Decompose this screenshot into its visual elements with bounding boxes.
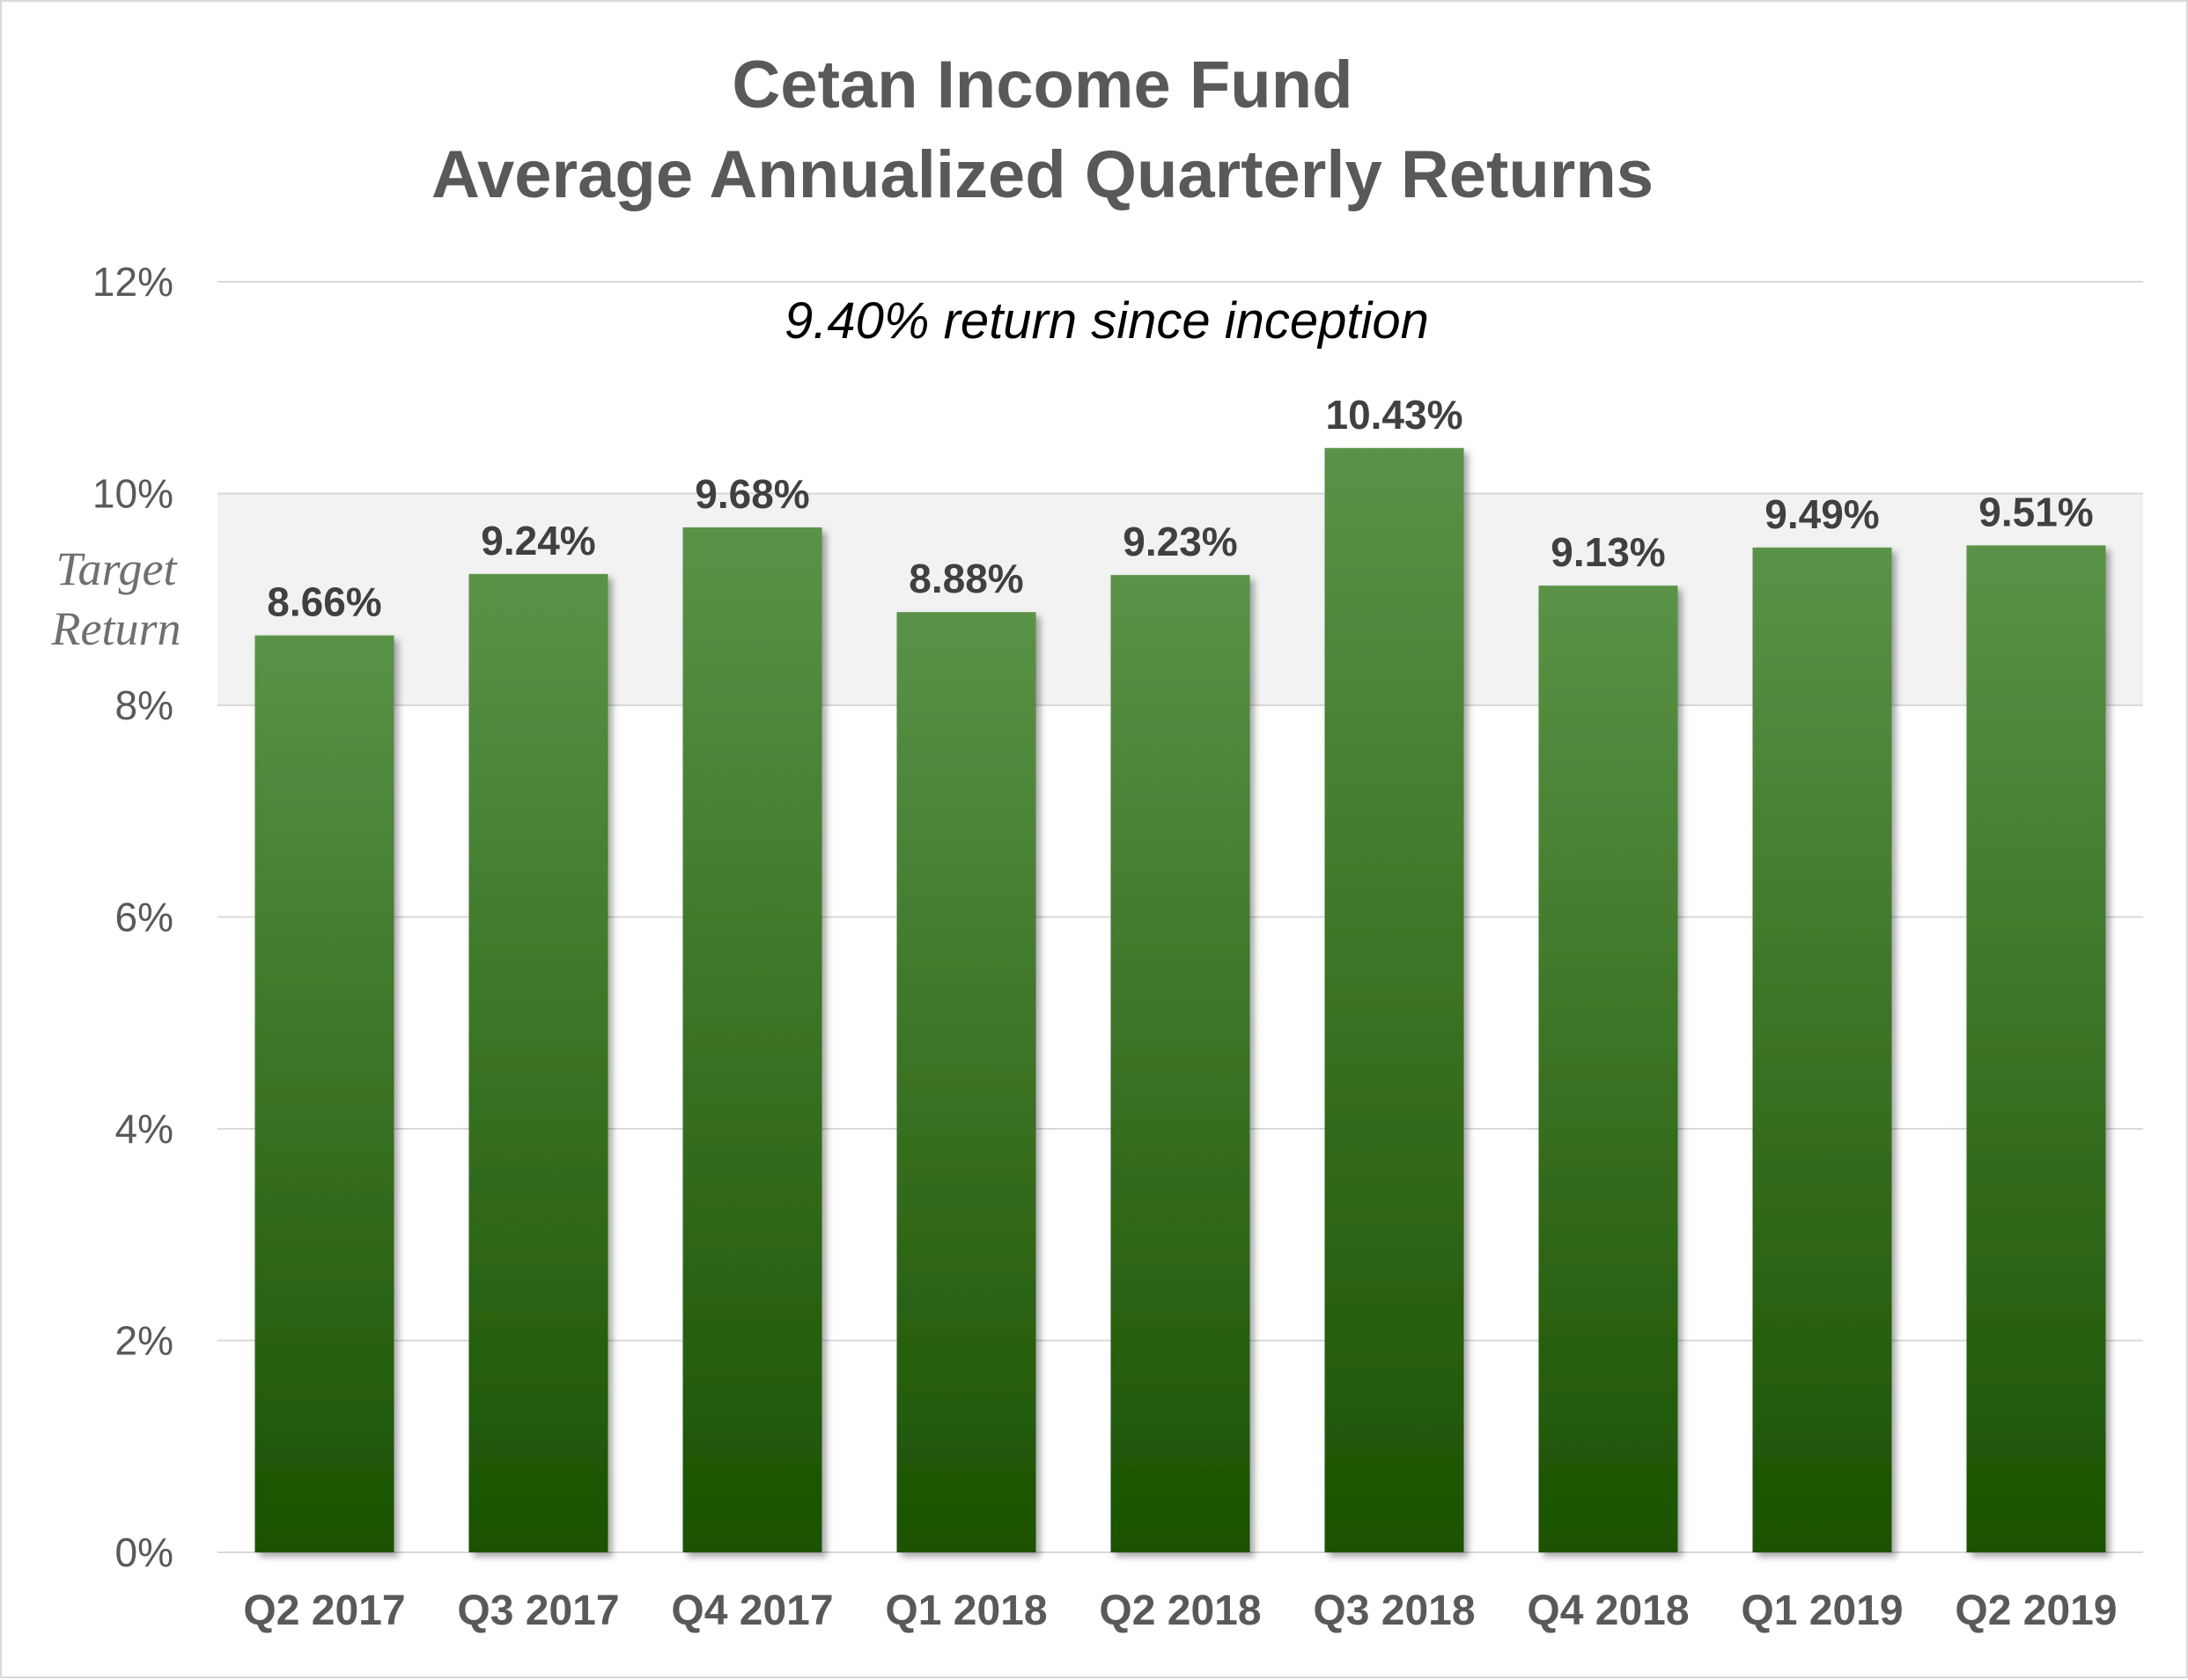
x-tick-label: Q3 2018: [1313, 1588, 1475, 1634]
y-tick-label: 12%: [92, 259, 173, 305]
bar: [1324, 447, 1464, 1553]
bar: [1110, 575, 1250, 1552]
chart-subtitle: 9.40% return since inception: [785, 292, 1429, 350]
x-tick-label: Q2 2017: [243, 1588, 405, 1634]
bar: [1966, 545, 2106, 1552]
bar: [254, 635, 394, 1552]
data-label: 9.24%: [481, 518, 595, 564]
x-tick-label: Q1 2019: [1741, 1588, 1903, 1634]
target-band-label-line-1: Target: [55, 542, 178, 595]
x-tick-label: Q2 2019: [1955, 1588, 2117, 1634]
data-label: 9.23%: [1123, 519, 1237, 564]
y-tick-label: 10%: [92, 471, 173, 517]
y-tick-label: 2%: [115, 1318, 173, 1364]
bar: [468, 573, 608, 1552]
data-label: 8.88%: [909, 556, 1023, 601]
data-label: 8.66%: [267, 579, 381, 625]
x-tick-label: Q4 2018: [1527, 1588, 1689, 1634]
y-tick-label: 0%: [115, 1529, 173, 1575]
data-label: 9.68%: [695, 471, 809, 517]
x-tick-label: Q2 2018: [1099, 1588, 1261, 1634]
x-tick-label: Q3 2017: [457, 1588, 619, 1634]
bar: [1752, 547, 1892, 1552]
y-tick-label: 8%: [115, 682, 173, 728]
data-label: 9.51%: [1978, 489, 2093, 534]
data-label: 9.49%: [1764, 491, 1879, 537]
bar: [896, 612, 1036, 1553]
x-tick-label: Q4 2017: [671, 1588, 833, 1634]
y-tick-label: 4%: [115, 1106, 173, 1152]
data-label: 10.43%: [1325, 392, 1462, 438]
bar: [1538, 586, 1678, 1553]
target-band-label-line-2: Return: [51, 602, 181, 655]
chart-title-line-1: Cetan Income Fund: [732, 48, 1352, 122]
bar: [682, 527, 822, 1552]
y-tick-label: 6%: [115, 895, 173, 940]
data-label: 9.13%: [1551, 529, 1665, 575]
chart-title-line-2: Average Annualized Quarterly Returns: [431, 137, 1654, 212]
x-tick-label: Q1 2018: [885, 1588, 1047, 1634]
